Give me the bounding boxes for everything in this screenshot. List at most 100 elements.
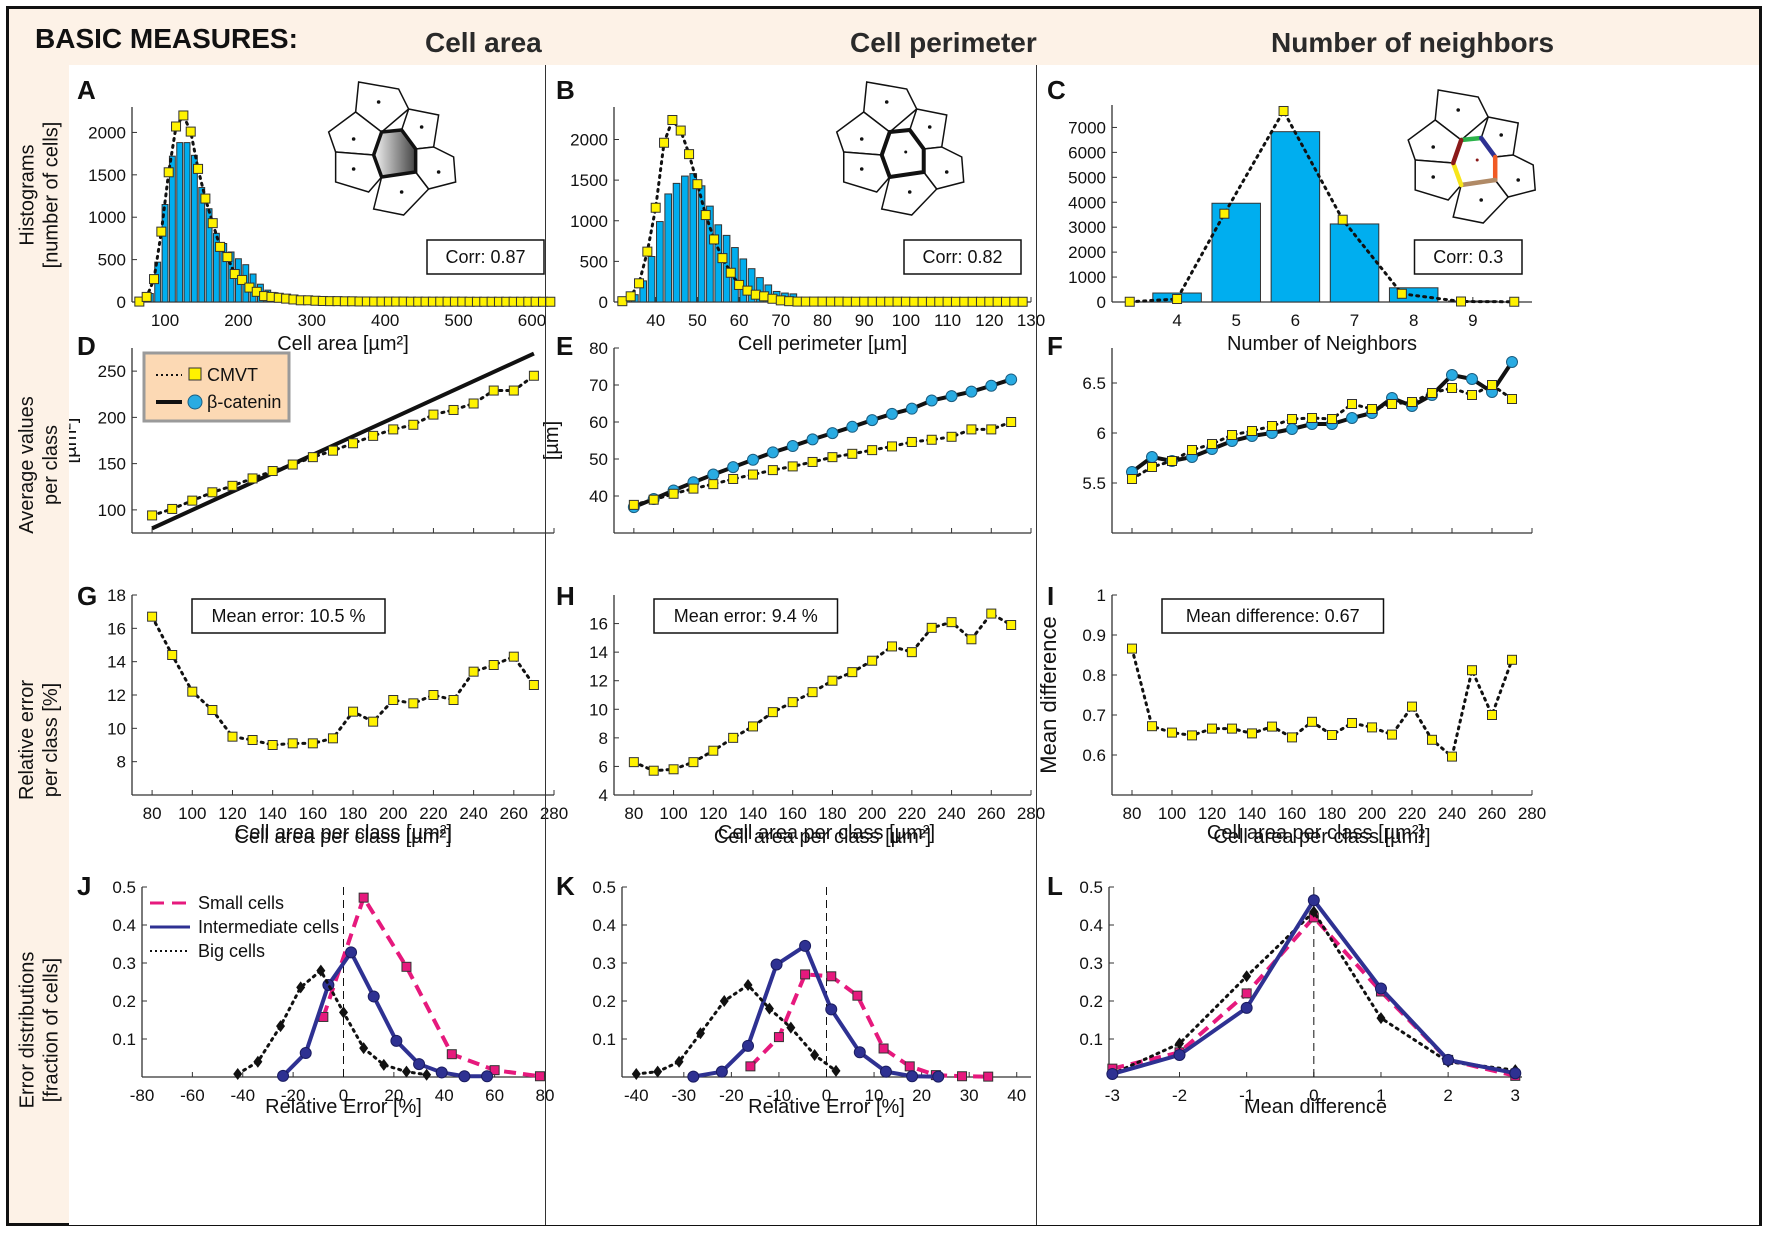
data-point	[367, 990, 380, 1003]
data-point	[766, 446, 779, 459]
data-point	[207, 218, 218, 229]
x-tick-label: 140	[258, 804, 286, 823]
series-cmvt	[1124, 105, 1520, 307]
y-tick-label: 0.5	[1079, 878, 1103, 897]
data-point	[1507, 654, 1517, 665]
data-point	[1147, 462, 1157, 472]
y-tick-label: 12	[107, 686, 126, 705]
data-point	[163, 167, 174, 178]
x-axis-label: Mean difference	[1244, 1096, 1387, 1118]
data-point	[1207, 723, 1217, 734]
data-point	[786, 440, 799, 453]
data-point	[667, 115, 678, 125]
data-point	[709, 234, 720, 245]
histogram-bar	[706, 205, 714, 303]
cell-center-dot	[907, 190, 912, 194]
x-tick-label: 260	[1478, 804, 1506, 823]
data-point	[859, 296, 870, 307]
y-tick-label: 16	[589, 615, 608, 634]
y-tick-label: 0	[117, 293, 126, 312]
data-point	[628, 757, 639, 768]
y-tick-label: 0.8	[1082, 666, 1106, 685]
data-point	[448, 695, 459, 705]
y-tick-label: 0.2	[592, 992, 616, 1011]
data-point	[1172, 294, 1183, 305]
data-point	[942, 296, 953, 307]
annotation-box	[653, 598, 839, 634]
data-point	[945, 390, 958, 403]
series-line	[151, 351, 535, 531]
y-tick-label: 0.4	[1079, 916, 1103, 935]
panel-c: C 0 1000 2000 3000 4000 5000 6000 7000 4 5 6 7 8 9 Numb…	[1047, 75, 1536, 355]
histogram-bar	[161, 204, 169, 303]
x-tick-label: 240	[1438, 804, 1466, 823]
data-point	[277, 1069, 290, 1082]
neighbor-edge	[1450, 160, 1464, 188]
data-point	[401, 1065, 411, 1078]
histogram-bar	[190, 154, 198, 303]
x-tick-label: 120	[218, 804, 246, 823]
series-line	[748, 972, 989, 1079]
data-point	[675, 125, 686, 136]
x-tick-label: 6	[1291, 311, 1300, 330]
data-point	[149, 274, 160, 285]
cell-center-dot	[419, 125, 424, 129]
data-point	[966, 424, 977, 435]
y-tick-label: 150	[98, 455, 126, 474]
data-point	[359, 1042, 369, 1055]
data-point	[743, 979, 753, 992]
y-tick-label: 3000	[1068, 218, 1106, 237]
neighbor-cell	[862, 81, 918, 133]
histogram-bar	[176, 142, 184, 303]
data-point	[408, 698, 419, 709]
y-tick-label: 50	[589, 450, 608, 469]
data-point	[368, 716, 379, 727]
data-point	[764, 1002, 774, 1015]
data-point	[1187, 730, 1197, 741]
data-point	[986, 424, 997, 435]
y-tick-label: 0.9	[1082, 626, 1106, 645]
data-point	[934, 296, 945, 307]
data-point	[1247, 426, 1257, 436]
data-point	[946, 617, 957, 628]
x-tick-label: 20	[912, 1086, 931, 1105]
panel-j: J0.10.20.30.40.5-80 -60 -40 -20 0 20 40 60 80Rel…	[77, 822, 554, 1118]
y-tick-label: 80	[589, 339, 608, 358]
legend-marker-square	[188, 367, 202, 381]
x-tick-label: 100	[178, 804, 206, 823]
data-point	[390, 1034, 403, 1047]
series-big-cells	[631, 979, 841, 1080]
data-point	[825, 1003, 838, 1016]
data-point	[1287, 414, 1297, 424]
data-point	[388, 424, 399, 435]
series-line	[236, 968, 429, 1077]
data-point	[207, 487, 218, 498]
x-axis-label: Number of Neighbors	[1227, 333, 1417, 355]
data-point	[847, 448, 858, 459]
row-label-histograms: Histograms [number of cells]	[16, 121, 63, 269]
x-tick-label: 220	[419, 804, 447, 823]
data-point	[631, 1067, 641, 1080]
y-tick-label: 0.3	[1079, 954, 1103, 973]
data-point	[1219, 208, 1230, 219]
neighbor-edge	[1458, 177, 1498, 188]
data-point	[413, 1058, 426, 1071]
histogram-bar	[656, 221, 664, 303]
figure-header: BASIC MEASURES: Cell area Cell perimeter…	[9, 9, 1759, 65]
data-point	[1227, 430, 1237, 440]
data-point	[448, 404, 459, 415]
figure-title: BASIC MEASURES:	[35, 23, 298, 54]
histogram-bar	[1388, 287, 1439, 303]
data-point	[807, 687, 818, 698]
series-intermediate-cells	[277, 946, 494, 1083]
x-tick-label: 80	[143, 804, 162, 823]
data-point	[708, 479, 719, 490]
data-point	[650, 202, 661, 213]
data-point	[708, 745, 719, 756]
panel-letter: F	[1047, 331, 1063, 361]
x-tick-label: 1	[1376, 1086, 1385, 1105]
data-point	[674, 1055, 684, 1068]
data-point	[528, 680, 539, 690]
data-point	[728, 732, 739, 743]
